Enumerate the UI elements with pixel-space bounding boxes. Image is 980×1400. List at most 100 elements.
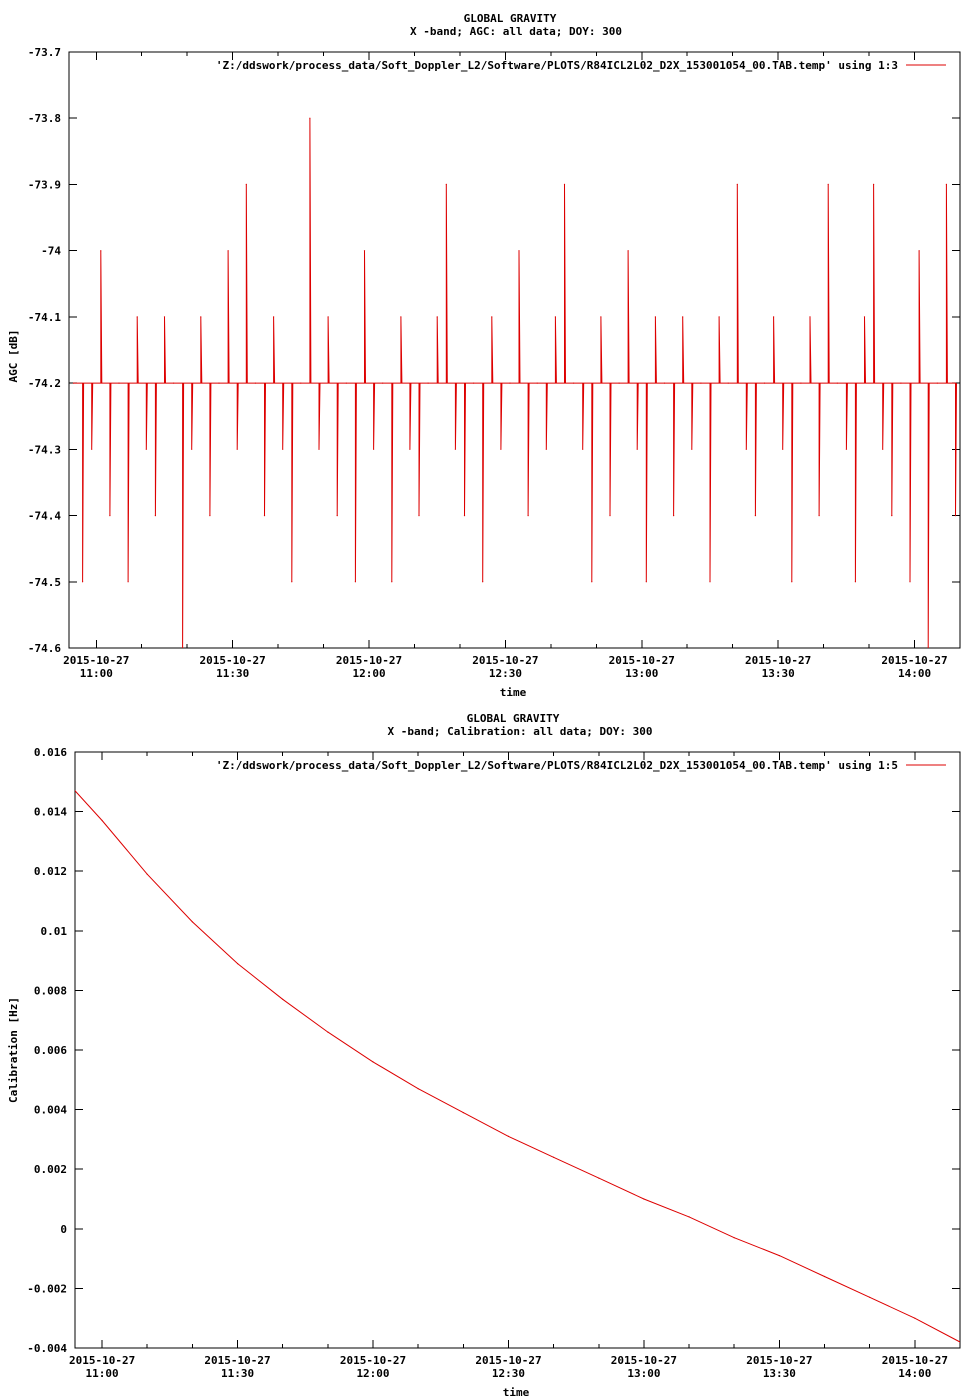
agc-chart-data-point — [400, 316, 402, 318]
calibration-chart-xtick-date: 2015-10-27 — [340, 1354, 406, 1367]
agc-chart-data-point — [518, 250, 520, 252]
agc-chart-xtick-time: 13:00 — [625, 667, 658, 680]
agc-chart-data-point — [363, 250, 366, 252]
agc-chart-data-point — [200, 316, 202, 318]
agc-chart-data-point — [554, 316, 557, 318]
agc-chart-data-point — [818, 515, 820, 517]
agc-chart-data-point — [845, 448, 848, 450]
calibration-chart-xtick-time: 12:30 — [492, 1367, 525, 1380]
agc-chart-data-point — [273, 316, 275, 318]
agc-chart-xtick-time: 11:00 — [80, 667, 113, 680]
calibration-chart-ytick-label: 0 — [60, 1223, 67, 1236]
agc-chart-data-point — [509, 382, 511, 384]
agc-chart-xtick-date: 2015-10-27 — [336, 654, 402, 667]
agc-chart-data-point — [463, 515, 466, 517]
agc-chart-data-point — [145, 448, 147, 450]
agc-chart-data-point — [900, 382, 902, 384]
agc-chart-data-point — [427, 382, 429, 384]
agc-chart-ytick-label: -74.3 — [28, 443, 61, 456]
agc-chart-data-point — [809, 316, 811, 318]
calibration-chart-data-point — [282, 998, 284, 1000]
agc-chart-data-point — [718, 316, 720, 318]
agc-chart-data-point — [691, 448, 693, 450]
calibration-chart-data-point — [823, 1275, 826, 1278]
agc-chart-data-point — [282, 448, 284, 450]
agc-chart-data-point — [345, 382, 347, 384]
calibration-chart-ytick-label: 0.008 — [34, 984, 67, 997]
agc-chart-data-point — [827, 183, 829, 185]
calibration-chart-data-point — [959, 1341, 960, 1343]
agc-chart-title: GLOBAL GRAVITY — [464, 12, 557, 25]
agc-chart-data-point — [600, 316, 602, 318]
calibration-chart-series-line — [75, 790, 960, 1343]
calibration-chart-data-point — [462, 1112, 464, 1114]
calibration-chart-xtick-time: 13:00 — [627, 1367, 660, 1380]
agc-chart-data-point — [682, 316, 684, 318]
agc-chart-data-point — [573, 382, 575, 384]
agc-chart-data-point — [445, 183, 447, 185]
agc-chart-data-point — [727, 382, 729, 384]
calibration-chart-ytick-label: 0.016 — [34, 746, 67, 759]
agc-chart-data-point — [745, 448, 747, 450]
calibration-chart-xtick-date: 2015-10-27 — [204, 1354, 270, 1367]
agc-chart-data-point — [645, 581, 647, 583]
agc-chart-data-point — [636, 448, 638, 450]
agc-chart-data-point — [800, 382, 802, 384]
agc-chart-plot-frame — [68, 51, 961, 649]
agc-chart-xtick-date: 2015-10-27 — [745, 654, 811, 667]
agc-chart-data-point — [409, 448, 411, 450]
agc-chart-data-point — [709, 581, 711, 583]
agc-chart-data-point — [563, 183, 566, 185]
agc-chart-data-point — [154, 515, 156, 517]
calibration-chart-xtick-date: 2015-10-27 — [611, 1354, 677, 1367]
calibration-chart-ytick-label: 0.014 — [34, 806, 67, 819]
agc-chart-data-point — [591, 581, 593, 583]
agc-chart-data-point — [545, 448, 547, 450]
agc-chart-data-point — [236, 448, 238, 450]
agc-chart-data-point — [536, 382, 538, 384]
calibration-chart-data-point — [327, 1031, 329, 1033]
agc-chart-ytick-label: -73.8 — [28, 112, 61, 125]
agc-chart-data-point — [882, 448, 884, 450]
calibration-chart-xtick-date: 2015-10-27 — [882, 1354, 948, 1367]
agc-chart-data-point — [482, 581, 484, 583]
agc-chart-data-point — [736, 183, 738, 185]
agc-chart-data-point — [936, 382, 938, 384]
agc-chart: GLOBAL GRAVITY X -band; AGC: all data; D… — [7, 12, 961, 699]
agc-chart-data-point — [118, 382, 120, 384]
agc-chart-data-point — [945, 183, 948, 185]
agc-chart-data-point — [209, 515, 211, 517]
agc-chart-ytick-label: -73.9 — [28, 178, 61, 191]
calibration-chart-xtick-date: 2015-10-27 — [746, 1354, 812, 1367]
agc-chart-data-point — [336, 515, 338, 517]
calibration-chart-data-point — [553, 1156, 555, 1158]
calibration-chart-ylabel: Calibration [Hz] — [7, 997, 20, 1103]
agc-chart-data-point — [191, 448, 193, 450]
calibration-chart-xtick-date: 2015-10-27 — [475, 1354, 541, 1367]
calibration-chart-legend-label: 'Z:/ddswork/process_data/Soft_Doppler_L2… — [216, 759, 898, 772]
agc-chart-xtick-time: 11:30 — [216, 667, 249, 680]
agc-chart-data-point — [72, 382, 75, 384]
calibration-chart-data-point — [75, 790, 76, 792]
agc-chart-data-point — [654, 316, 657, 318]
agc-chart-ytick-label: -74.6 — [28, 642, 61, 655]
agc-chart-xtick-date: 2015-10-27 — [472, 654, 538, 667]
agc-chart-data-point — [100, 250, 102, 252]
calibration-chart-data-point — [191, 921, 193, 923]
agc-chart-data-point — [854, 581, 857, 583]
calibration-chart-data-point — [507, 1135, 510, 1137]
agc-chart-xtick-time: 14:00 — [898, 667, 931, 680]
agc-chart-xlabel: time — [500, 686, 527, 699]
calibration-chart-xtick-date: 2015-10-27 — [69, 1354, 135, 1367]
calibration-chart-data-point — [598, 1177, 600, 1179]
agc-chart-xtick-date: 2015-10-27 — [609, 654, 675, 667]
agc-chart-xtick-time: 12:30 — [489, 667, 522, 680]
agc-chart-data-point — [136, 316, 138, 318]
calibration-chart: GLOBAL GRAVITY X -band; Calibration: all… — [7, 712, 961, 1399]
agc-chart-xtick-date: 2015-10-27 — [63, 654, 129, 667]
agc-chart-data-point — [354, 581, 356, 583]
agc-chart-data-point — [227, 250, 229, 252]
agc-chart-data-point — [609, 515, 611, 517]
agc-chart-data-point — [863, 316, 866, 318]
agc-chart-data-point — [300, 382, 302, 384]
